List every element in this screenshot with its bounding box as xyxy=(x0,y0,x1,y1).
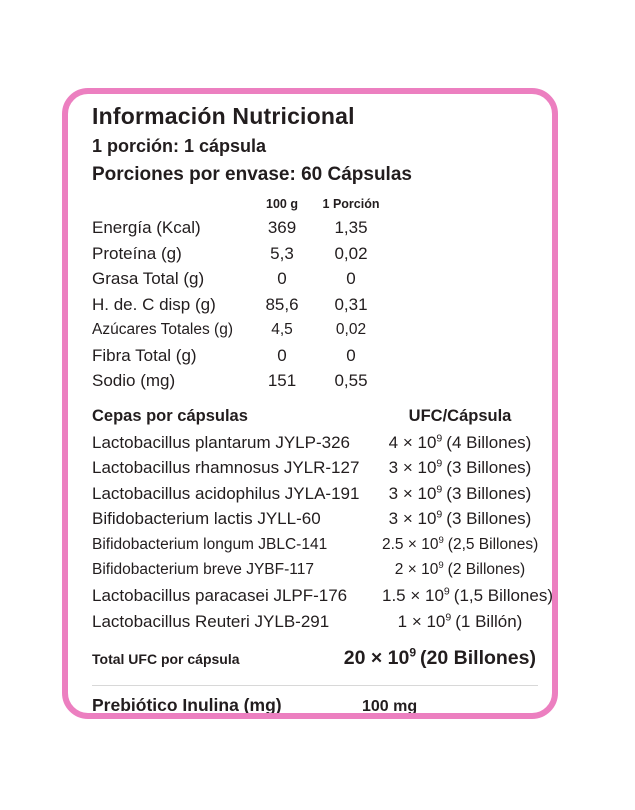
value-per-100g: 4,5 xyxy=(271,321,293,338)
strain-name: Bifidobacterium breve JYBF-117 xyxy=(92,561,314,579)
value-per-100g: 151 xyxy=(267,371,297,390)
strains-header: Cepas por cápsulas xyxy=(92,406,248,425)
table-row: Lactobacillus Reuteri JYLB-291 1 × 109 (1… xyxy=(92,609,538,635)
table-row: Lactobacillus rhamnosus JYLR-127 3 × 109… xyxy=(92,455,538,481)
column-header-portion: 1 Porción xyxy=(322,197,380,211)
strain-name: Bifidobacterium longum JBLC-141 xyxy=(92,535,328,553)
nutrient-name: Sodio (mg) xyxy=(92,371,176,390)
value-per-100g: 0 xyxy=(277,269,287,288)
serving-size-line: 1 porción: 1 cápsula xyxy=(92,136,267,156)
section-divider xyxy=(92,685,538,687)
spacer xyxy=(92,197,242,212)
total-ufc-value: 20 × 109 (20 Billones) xyxy=(343,645,536,670)
nutrition-column-headers: 100 g 1 Porción xyxy=(92,197,538,212)
value-per-portion: 0,02 xyxy=(335,321,367,338)
nutrient-name: H. de. C disp (g) xyxy=(92,294,216,314)
strain-amount: 3 × 109 (3 Billones) xyxy=(388,483,532,503)
table-row: Grasa Total (g) 0 0 xyxy=(92,266,538,292)
nutrient-name: Azúcares Totales (g) xyxy=(92,321,233,338)
table-row: Proteína (g) 5,3 0,02 xyxy=(92,241,538,267)
strain-amount: 2.5 × 109 (2,5 Billones) xyxy=(382,534,539,553)
value-per-portion: 0,02 xyxy=(334,243,368,263)
table-row: Lactobacillus plantarum JYLP-326 4 × 109… xyxy=(92,430,538,456)
nutrition-table: Energía (Kcal) 369 1,35 Proteína (g) 5,3… xyxy=(92,215,538,394)
table-row: Sodio (mg) 151 0,55 xyxy=(92,368,538,394)
servings-per-pack-line: Porciones por envase: 60 Cápsulas xyxy=(92,164,412,185)
table-row: Lactobacillus paracasei JLPF-176 1.5 × 1… xyxy=(92,583,553,609)
strain-amount: 3 × 109 (3 Billones) xyxy=(388,508,532,529)
value-per-portion: 0 xyxy=(346,269,356,288)
strain-amount: 4 × 109 (4 Billones) xyxy=(388,431,532,452)
nutrient-name: Energía (Kcal) xyxy=(92,218,201,237)
strain-amount: 1.5 × 109 (1,5 Billones) xyxy=(382,585,553,606)
table-row: Bifidobacterium breve JYBF-117 2 × 109 (2… xyxy=(92,557,538,583)
total-ufc-label: Total UFC por cápsula xyxy=(92,651,240,668)
strain-amount: 1 × 109 (1 Billón) xyxy=(397,611,523,631)
value-per-portion: 0,31 xyxy=(334,294,368,314)
column-header-100g: 100 g xyxy=(266,197,298,211)
prebiotic-value: 100 mg xyxy=(362,698,418,716)
table-row: Bifidobacterium lactis JYLL-60 3 × 109 (3… xyxy=(92,506,538,532)
strain-amount: 2 × 109 (2 Billones) xyxy=(394,560,526,579)
nutrient-name: Fibra Total (g) xyxy=(92,345,197,365)
value-per-100g: 0 xyxy=(277,345,287,365)
table-row: Bifidobacterium longum JBLC-141 2.5 × 10… xyxy=(92,532,538,558)
strain-name: Lactobacillus rhamnosus JYLR-127 xyxy=(92,458,360,478)
value-per-100g: 85,6 xyxy=(265,294,299,314)
table-row: Fibra Total (g) 0 0 xyxy=(92,343,538,369)
value-per-100g: 369 xyxy=(267,218,297,237)
strain-name: Lactobacillus paracasei JLPF-176 xyxy=(92,586,348,606)
value-per-portion: 0 xyxy=(346,345,356,365)
value-per-portion: 0,55 xyxy=(334,371,368,390)
table-row: Energía (Kcal) 369 1,35 xyxy=(92,215,538,241)
value-per-portion: 1,35 xyxy=(334,218,368,237)
total-ufc-row: Total UFC por cápsula 20 × 109 (20 Billon… xyxy=(92,647,538,670)
strain-amount: 3 × 109 (3 Billones) xyxy=(388,457,532,478)
label-title: Información Nutricional xyxy=(92,103,355,129)
strain-name: Lactobacillus Reuteri JYLB-291 xyxy=(92,611,330,631)
strain-name: Lactobacillus acidophilus JYLA-191 xyxy=(92,483,360,503)
nutrient-name: Proteína (g) xyxy=(92,243,182,263)
prebiotic-label: Prebiótico Inulina (mg) xyxy=(92,695,282,716)
table-row: Lactobacillus acidophilus JYLA-191 3 × 1… xyxy=(92,481,538,507)
ufc-header: UFC/Cápsula xyxy=(408,406,512,425)
strain-name: Lactobacillus plantarum JYLP-326 xyxy=(92,432,350,452)
value-per-100g: 5,3 xyxy=(270,243,294,263)
strains-table: Lactobacillus plantarum JYLP-326 4 × 109… xyxy=(92,430,553,635)
table-row: Azúcares Totales (g) 4,5 0,02 xyxy=(92,317,538,343)
strain-name: Bifidobacterium lactis JYLL-60 xyxy=(92,509,321,529)
prebiotic-row: Prebiótico Inulina (mg) 100 mg xyxy=(92,695,538,716)
nutrition-label-panel: Información Nutricional 1 porción: 1 cáp… xyxy=(62,88,558,719)
strains-column-headers: Cepas por cápsulas UFC/Cápsula xyxy=(92,406,538,427)
table-row: H. de. C disp (g) 85,6 0,31 xyxy=(92,292,538,318)
nutrient-name: Grasa Total (g) xyxy=(92,269,205,288)
